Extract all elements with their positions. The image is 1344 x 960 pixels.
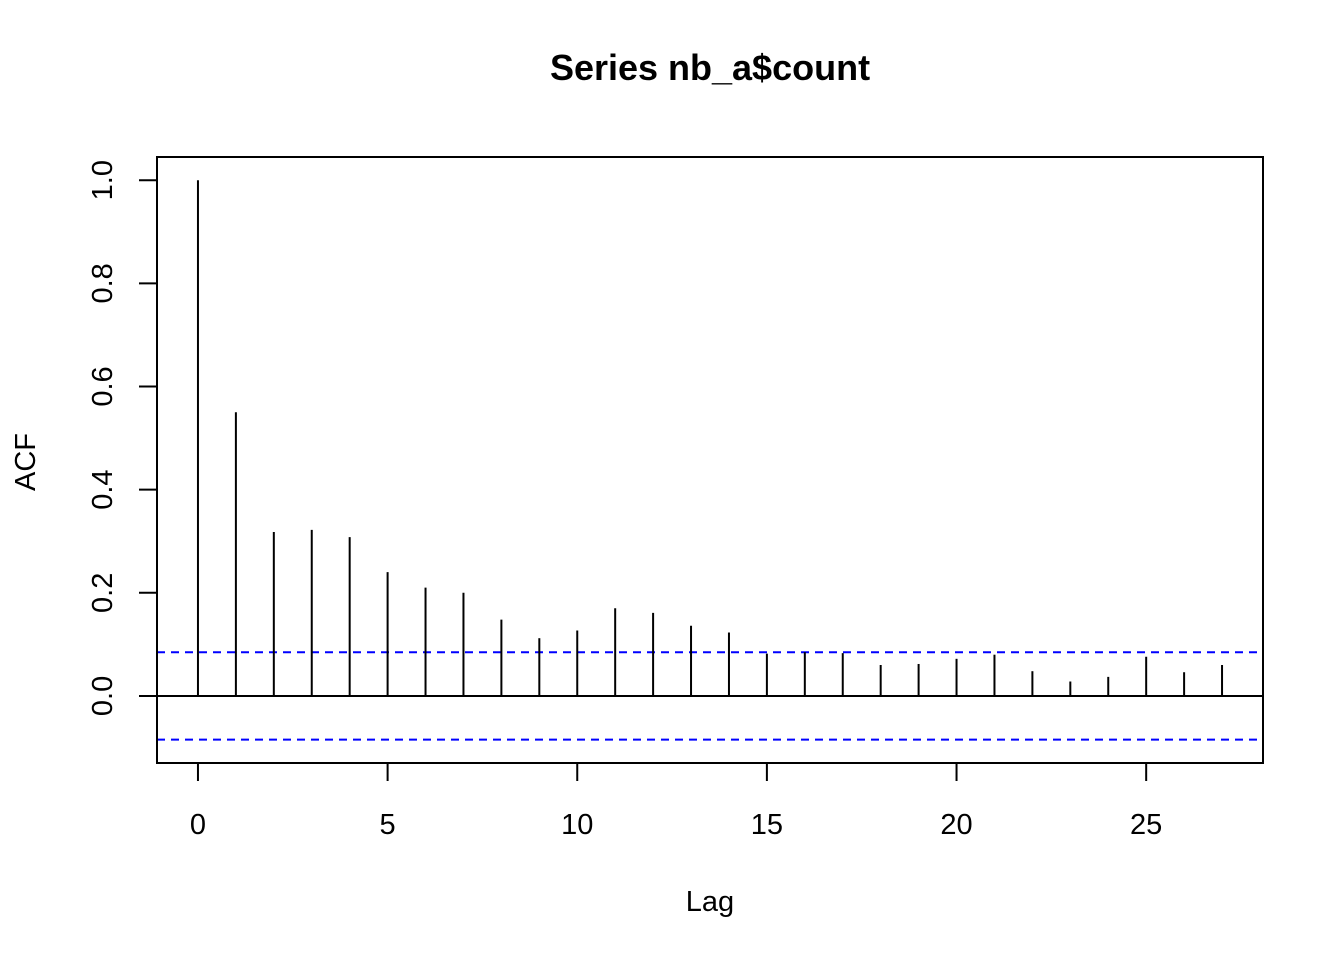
y-tick-label: 0.6 bbox=[87, 366, 119, 406]
x-tick-label: 0 bbox=[190, 809, 206, 841]
x-tick-label: 10 bbox=[561, 809, 593, 841]
x-axis-label: Lag bbox=[686, 886, 734, 918]
y-tick-label: 0.2 bbox=[87, 573, 119, 613]
y-tick-label: 0.8 bbox=[87, 263, 119, 303]
x-tick-label: 5 bbox=[380, 809, 396, 841]
x-tick-label: 25 bbox=[1130, 809, 1162, 841]
y-tick-label: 0.4 bbox=[87, 469, 119, 509]
x-tick-label: 15 bbox=[751, 809, 783, 841]
y-tick-label: 1.0 bbox=[87, 160, 119, 200]
y-tick-label: 0.0 bbox=[87, 676, 119, 716]
y-axis-label: ACF bbox=[10, 433, 42, 491]
chart-title: Series nb_a$count bbox=[550, 47, 870, 88]
plot-frame bbox=[156, 156, 1264, 764]
plot-area bbox=[157, 180, 1263, 741]
x-tick-label: 20 bbox=[940, 809, 972, 841]
